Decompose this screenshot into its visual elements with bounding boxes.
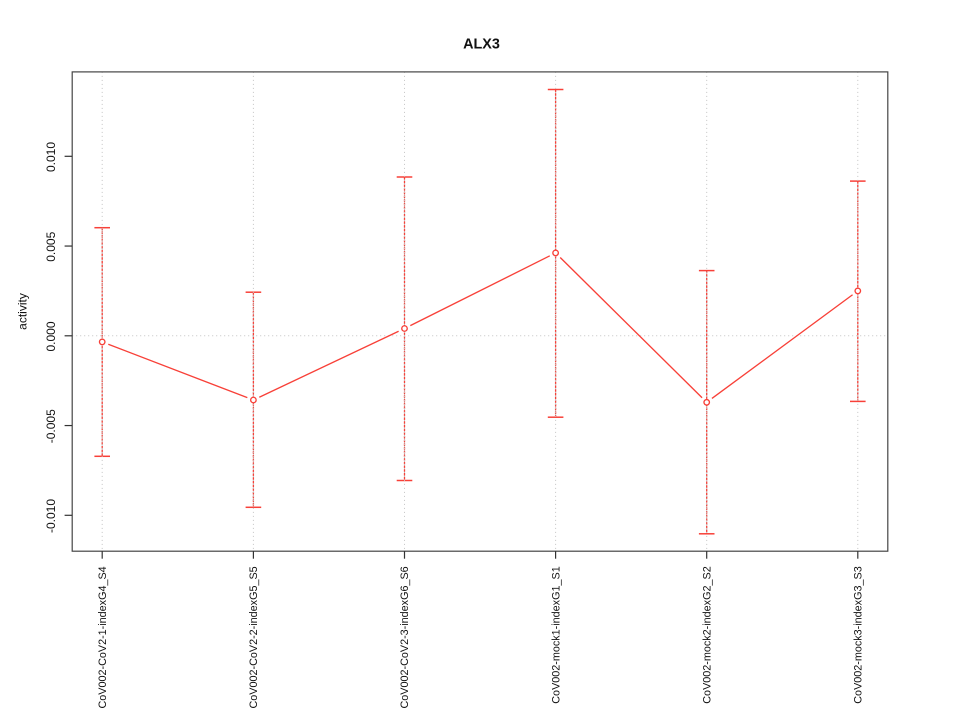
svg-text:CoV002-mock3-indexG3_S3: CoV002-mock3-indexG3_S3	[853, 566, 865, 703]
svg-text:CoV002-CoV2-3-indexG6_S6: CoV002-CoV2-3-indexG6_S6	[399, 566, 411, 708]
svg-text:activity: activity	[16, 293, 30, 330]
svg-text:-0.010: -0.010	[44, 499, 58, 533]
svg-text:-0.005: -0.005	[44, 409, 58, 443]
svg-text:0.010: 0.010	[44, 142, 58, 172]
svg-text:CoV002-mock2-indexG2_S2: CoV002-mock2-indexG2_S2	[701, 566, 713, 703]
svg-text:ALX3: ALX3	[463, 36, 500, 52]
svg-text:0.005: 0.005	[44, 231, 58, 261]
svg-text:CoV002-CoV2-1-indexG4_S4: CoV002-CoV2-1-indexG4_S4	[97, 566, 109, 708]
svg-text:0.000: 0.000	[44, 321, 58, 351]
svg-text:CoV002-CoV2-2-indexG5_S5: CoV002-CoV2-2-indexG5_S5	[248, 566, 260, 708]
svg-text:CoV002-mock1-indexG1_S1: CoV002-mock1-indexG1_S1	[550, 566, 562, 703]
